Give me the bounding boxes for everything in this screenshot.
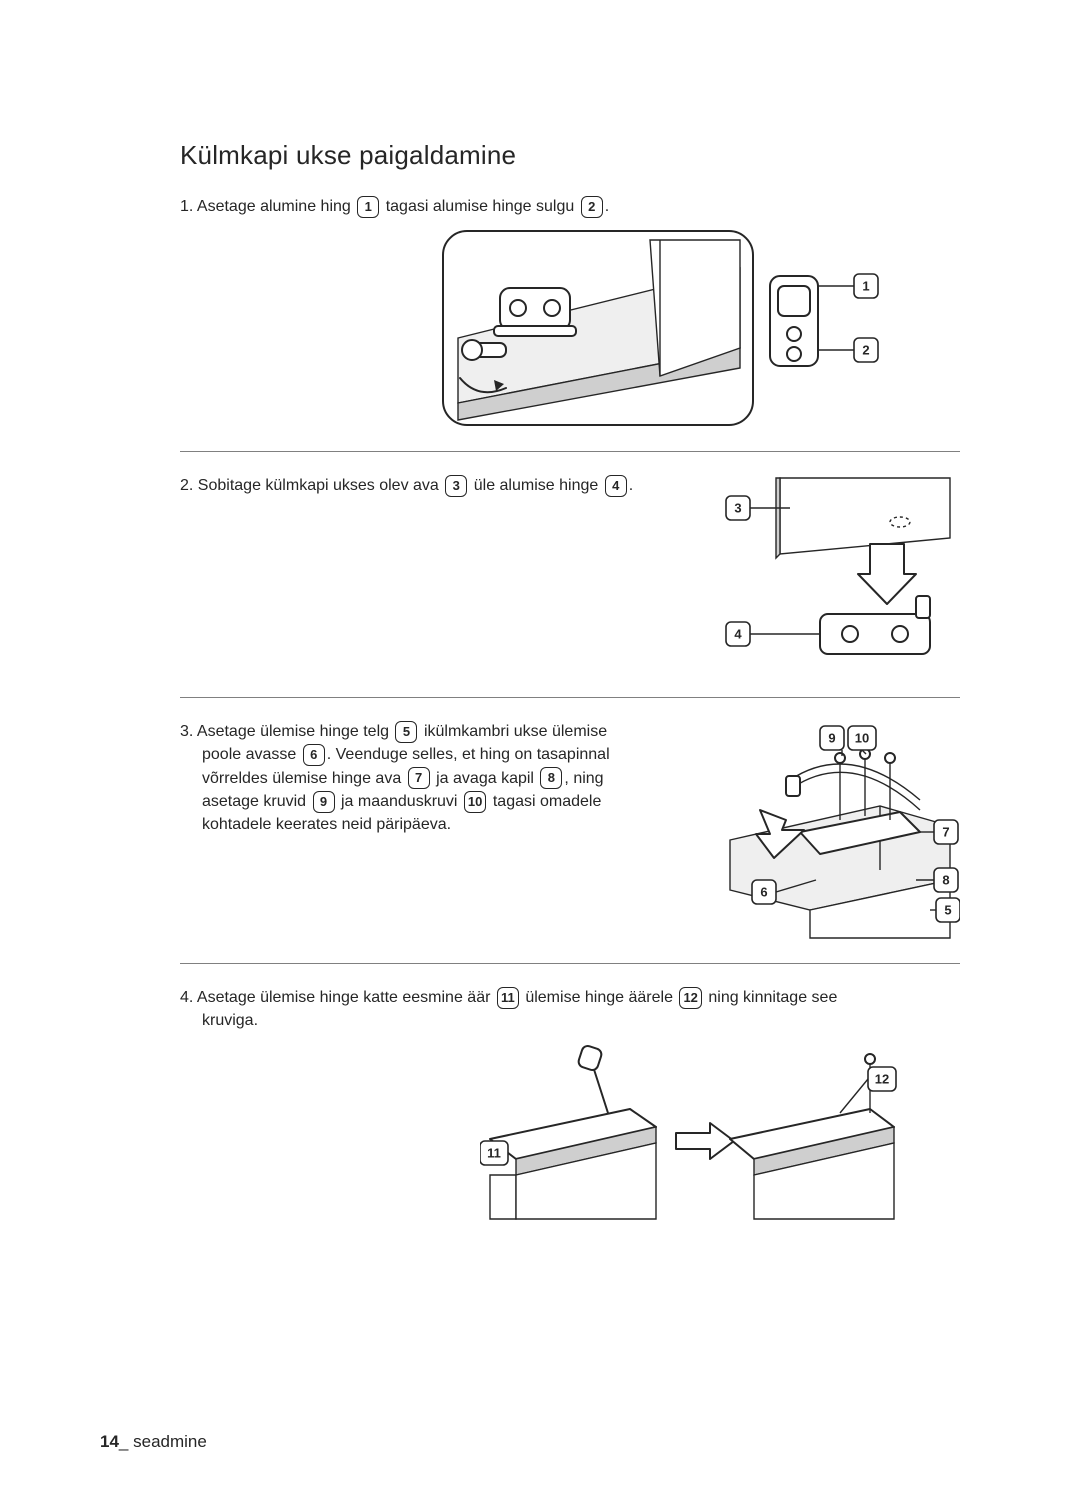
callout-5: 5 bbox=[395, 721, 417, 743]
figure-step-4: 11 12 bbox=[480, 1043, 960, 1228]
page-footer: 14_ seadmine bbox=[100, 1432, 207, 1452]
fig1-label-2: 2 bbox=[862, 343, 869, 358]
fig3-label-9: 9 bbox=[828, 731, 835, 746]
step-1-num: 1. bbox=[180, 198, 193, 215]
fig3-label-5: 5 bbox=[944, 903, 951, 918]
divider-2 bbox=[180, 697, 960, 698]
callout-9: 9 bbox=[313, 791, 335, 813]
divider-3 bbox=[180, 963, 960, 964]
fig2-label-4: 4 bbox=[734, 627, 742, 642]
figure-step-2: 3 4 bbox=[720, 474, 960, 679]
step-1: 1. Asetage alumine hing 1 tagasi alumise… bbox=[180, 195, 960, 433]
callout-10: 10 bbox=[464, 791, 486, 813]
page-number: 14 bbox=[100, 1432, 119, 1451]
fig3-label-10: 10 bbox=[855, 731, 869, 746]
step-2-num: 2. bbox=[180, 477, 193, 494]
figure-step-1: 1 2 bbox=[440, 228, 960, 433]
fig3-label-8: 8 bbox=[942, 873, 949, 888]
step-2-text: 2. Sobitage külmkapi ukses olev ava 3 ül… bbox=[180, 474, 696, 497]
step-3-text: 3. Asetage ülemise hinge telg 5 ikülmkam… bbox=[180, 720, 696, 836]
step-4-text: 4. Asetage ülemise hinge katte eesmine ä… bbox=[180, 986, 960, 1032]
step-1-text: 1. Asetage alumine hing 1 tagasi alumise… bbox=[180, 195, 960, 218]
step-3: 3. Asetage ülemise hinge telg 5 ikülmkam… bbox=[180, 720, 960, 945]
divider-1 bbox=[180, 451, 960, 452]
step-3-num: 3. bbox=[180, 723, 193, 740]
step-4-num: 4. bbox=[180, 989, 193, 1006]
callout-3: 3 bbox=[445, 475, 467, 497]
fig1-label-1: 1 bbox=[862, 279, 869, 294]
figure-step-3: 9 10 7 6 8 5 bbox=[720, 720, 960, 945]
callout-8: 8 bbox=[540, 767, 562, 789]
callout-11: 11 bbox=[497, 987, 519, 1009]
fig3-label-6: 6 bbox=[760, 885, 767, 900]
callout-1: 1 bbox=[357, 196, 379, 218]
step-4: 4. Asetage ülemise hinge katte eesmine ä… bbox=[180, 986, 960, 1227]
fig4-label-11: 11 bbox=[487, 1145, 501, 1160]
callout-7: 7 bbox=[408, 767, 430, 789]
callout-4: 4 bbox=[605, 475, 627, 497]
page-title: Külmkapi ukse paigaldamine bbox=[180, 140, 960, 171]
manual-page: Külmkapi ukse paigaldamine 1. Asetage al… bbox=[0, 0, 1080, 1508]
callout-6: 6 bbox=[303, 744, 325, 766]
callout-2: 2 bbox=[581, 196, 603, 218]
fig3-label-7: 7 bbox=[942, 825, 949, 840]
fig4-label-12: 12 bbox=[875, 1071, 889, 1086]
fig2-label-3: 3 bbox=[734, 501, 741, 516]
step-2: 2. Sobitage külmkapi ukses olev ava 3 ül… bbox=[180, 474, 960, 679]
section-name: seadmine bbox=[133, 1432, 207, 1451]
callout-12: 12 bbox=[679, 987, 701, 1009]
